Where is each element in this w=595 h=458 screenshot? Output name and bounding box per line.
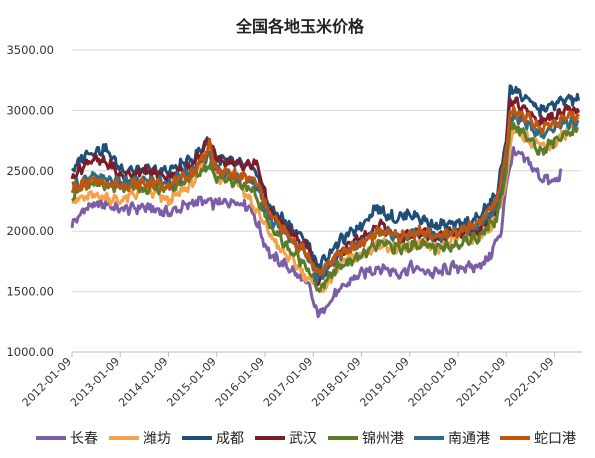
x-tick-label: 2014-01-09 [116, 355, 170, 409]
series-line-6 [71, 113, 580, 284]
legend-label: 蛇口港 [534, 431, 576, 447]
x-tick-label: 2012-01-09 [20, 355, 74, 409]
x-tick-label: 2013-01-09 [68, 355, 122, 409]
chart-title: 全国各地玉米价格 [235, 17, 365, 36]
series-line-5 [71, 121, 579, 293]
y-tick-label: 3500.00 [6, 43, 54, 57]
legend-label: 锦州港 [362, 430, 404, 447]
x-tick-label: 2018-01-09 [309, 355, 363, 409]
series-line-7 [70, 105, 580, 276]
y-tick-label: 2000.00 [6, 224, 54, 238]
y-tick-label: 1500.00 [6, 285, 54, 299]
y-axis: 1000.00 1500.00 2000.00 2500.00 3000.00 3500.… [6, 43, 54, 359]
x-tick-label: 2015-01-09 [164, 355, 218, 409]
x-axis: 2012-01-092013-01-092014-01-092015-01-09… [20, 351, 582, 409]
series-line-1 [70, 146, 563, 319]
legend: 长春 潍坊 成都 武汉 锦州港 南通港 蛇口港 [36, 430, 576, 447]
series-lines [70, 84, 581, 319]
y-tick-label: 2500.00 [6, 164, 54, 178]
x-tick-label: 2021-01-09 [454, 355, 508, 409]
legend-label: 武汉 [289, 431, 317, 447]
legend-label: 南通港 [448, 431, 490, 447]
legend-label: 成都 [216, 431, 244, 447]
y-tick-label: 1000.00 [6, 345, 54, 359]
x-tick-label: 2022-01-09 [502, 355, 556, 409]
x-tick-label: 2016-01-09 [213, 355, 267, 409]
x-tick-label: 2017-01-09 [261, 355, 315, 409]
y-tick-label: 3000.00 [6, 103, 54, 117]
legend-label: 潍坊 [143, 431, 171, 447]
x-tick-label: 2019-01-09 [357, 355, 411, 409]
legend-label: 长春 [70, 431, 98, 447]
x-tick-label: 2020-01-09 [406, 355, 460, 409]
